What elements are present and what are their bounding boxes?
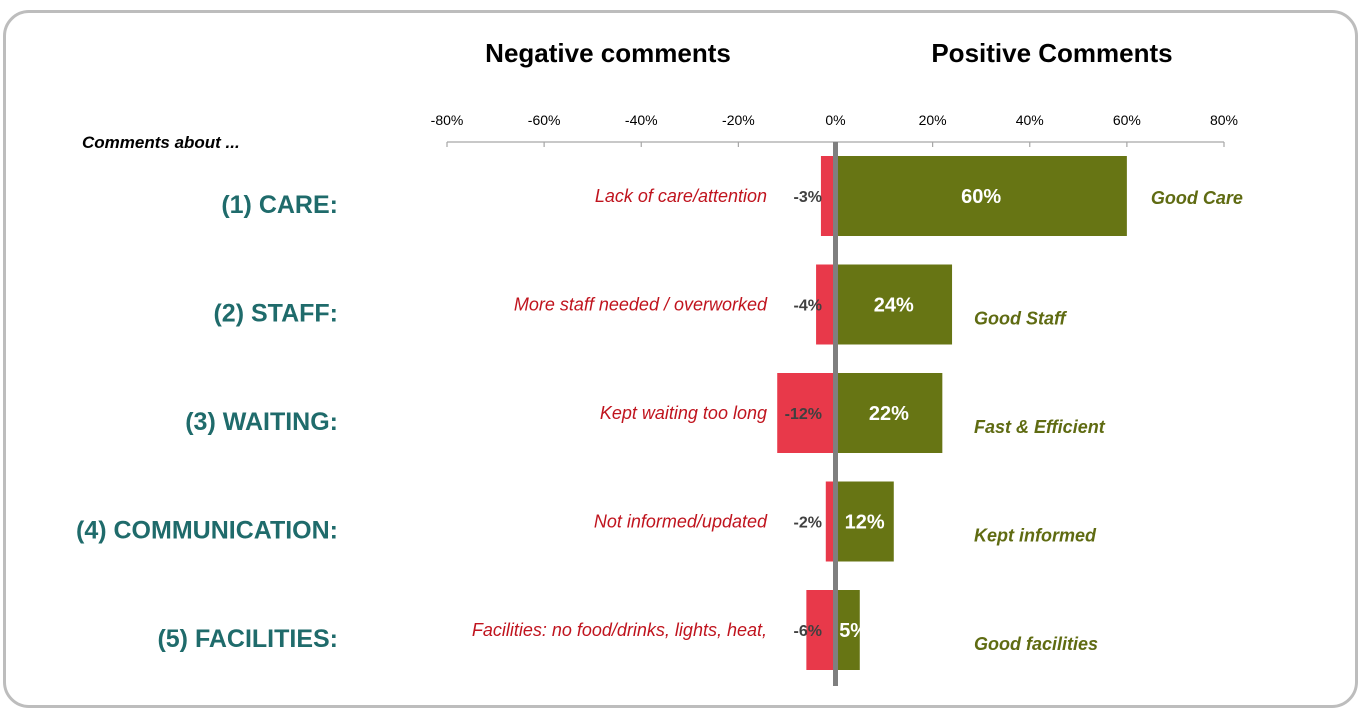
positive-description: Good Staff [974,309,1068,329]
positive-value-label: 24% [874,295,914,317]
negative-value-label: -4% [794,298,822,315]
positive-value-label: 12% [845,512,885,534]
row-heading: Comments about ... [82,133,240,152]
category-label: (3) WAITING: [185,408,338,436]
positive-bar [835,481,894,562]
positive-header: Positive Comments [931,38,1172,68]
positive-bar [835,156,1127,236]
x-tick-label: 80% [1210,112,1238,128]
positive-value-label: 60% [961,186,1001,208]
x-tick-label: -60% [528,112,561,128]
negative-bar [820,156,836,236]
bars [777,142,1127,686]
negative-value-label: -6% [794,623,822,640]
negative-value-label: -3% [794,189,822,206]
category-label: (5) FACILITIES: [157,625,338,653]
negative-description: Lack of care/attention [595,186,767,206]
positive-bar [835,373,943,453]
negative-description: Facilities: no food/drinks, lights, heat… [472,620,767,640]
negative-description: Kept waiting too long [600,403,767,423]
x-axis: -80% -60% -40% -20% 0% 20% 40% 60% 80% [431,112,1238,147]
x-tick-label: 20% [919,112,947,128]
positive-description: Good Care [1151,188,1243,208]
x-tick-label: -80% [431,112,464,128]
negative-value-label: -2% [794,515,822,532]
positive-description: Kept informed [974,526,1097,546]
negative-description: More staff needed / overworked [514,295,768,315]
category-label: (4) COMMUNICATION: [76,517,338,545]
positive-description: Fast & Efficient [974,417,1106,437]
x-tick-label: 0% [825,112,845,128]
x-tick-label: -40% [625,112,658,128]
negative-bar [816,264,836,345]
positive-bar [835,264,953,345]
negative-bar [777,373,836,453]
positive-value-label: 5% [839,620,868,642]
x-tick-label: 60% [1113,112,1141,128]
positive-value-label: 22% [869,403,909,425]
category-label: (2) STAFF: [213,300,338,328]
chart-frame [3,10,1358,708]
labels: (1) CARE: Lack of care/attention -3% 60% Goo… [76,186,1243,654]
negative-header: Negative comments [485,38,731,68]
positive-description: Good facilities [974,634,1098,654]
positive-bar [835,590,860,670]
negative-bar [825,481,836,562]
x-tick-label: 40% [1016,112,1044,128]
x-tick-label: -20% [722,112,755,128]
category-label: (1) CARE: [221,191,338,219]
negative-bar [806,590,836,670]
negative-description: Not informed/updated [594,512,768,532]
negative-value-label: -12% [785,406,822,423]
